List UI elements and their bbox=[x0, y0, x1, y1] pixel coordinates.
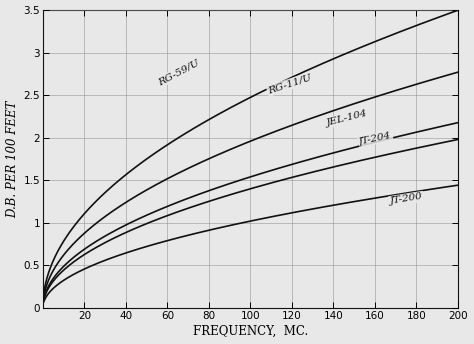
Text: JEL-104: JEL-104 bbox=[325, 109, 368, 128]
Text: RG-59/U: RG-59/U bbox=[157, 58, 201, 87]
Text: RG-11/U: RG-11/U bbox=[267, 73, 313, 96]
Text: JT-204: JT-204 bbox=[358, 131, 392, 147]
Y-axis label: D.B. PER 100 FEET: D.B. PER 100 FEET bbox=[6, 100, 19, 218]
Text: JT-200: JT-200 bbox=[390, 192, 423, 206]
X-axis label: FREQUENCY,  MC.: FREQUENCY, MC. bbox=[193, 325, 308, 338]
